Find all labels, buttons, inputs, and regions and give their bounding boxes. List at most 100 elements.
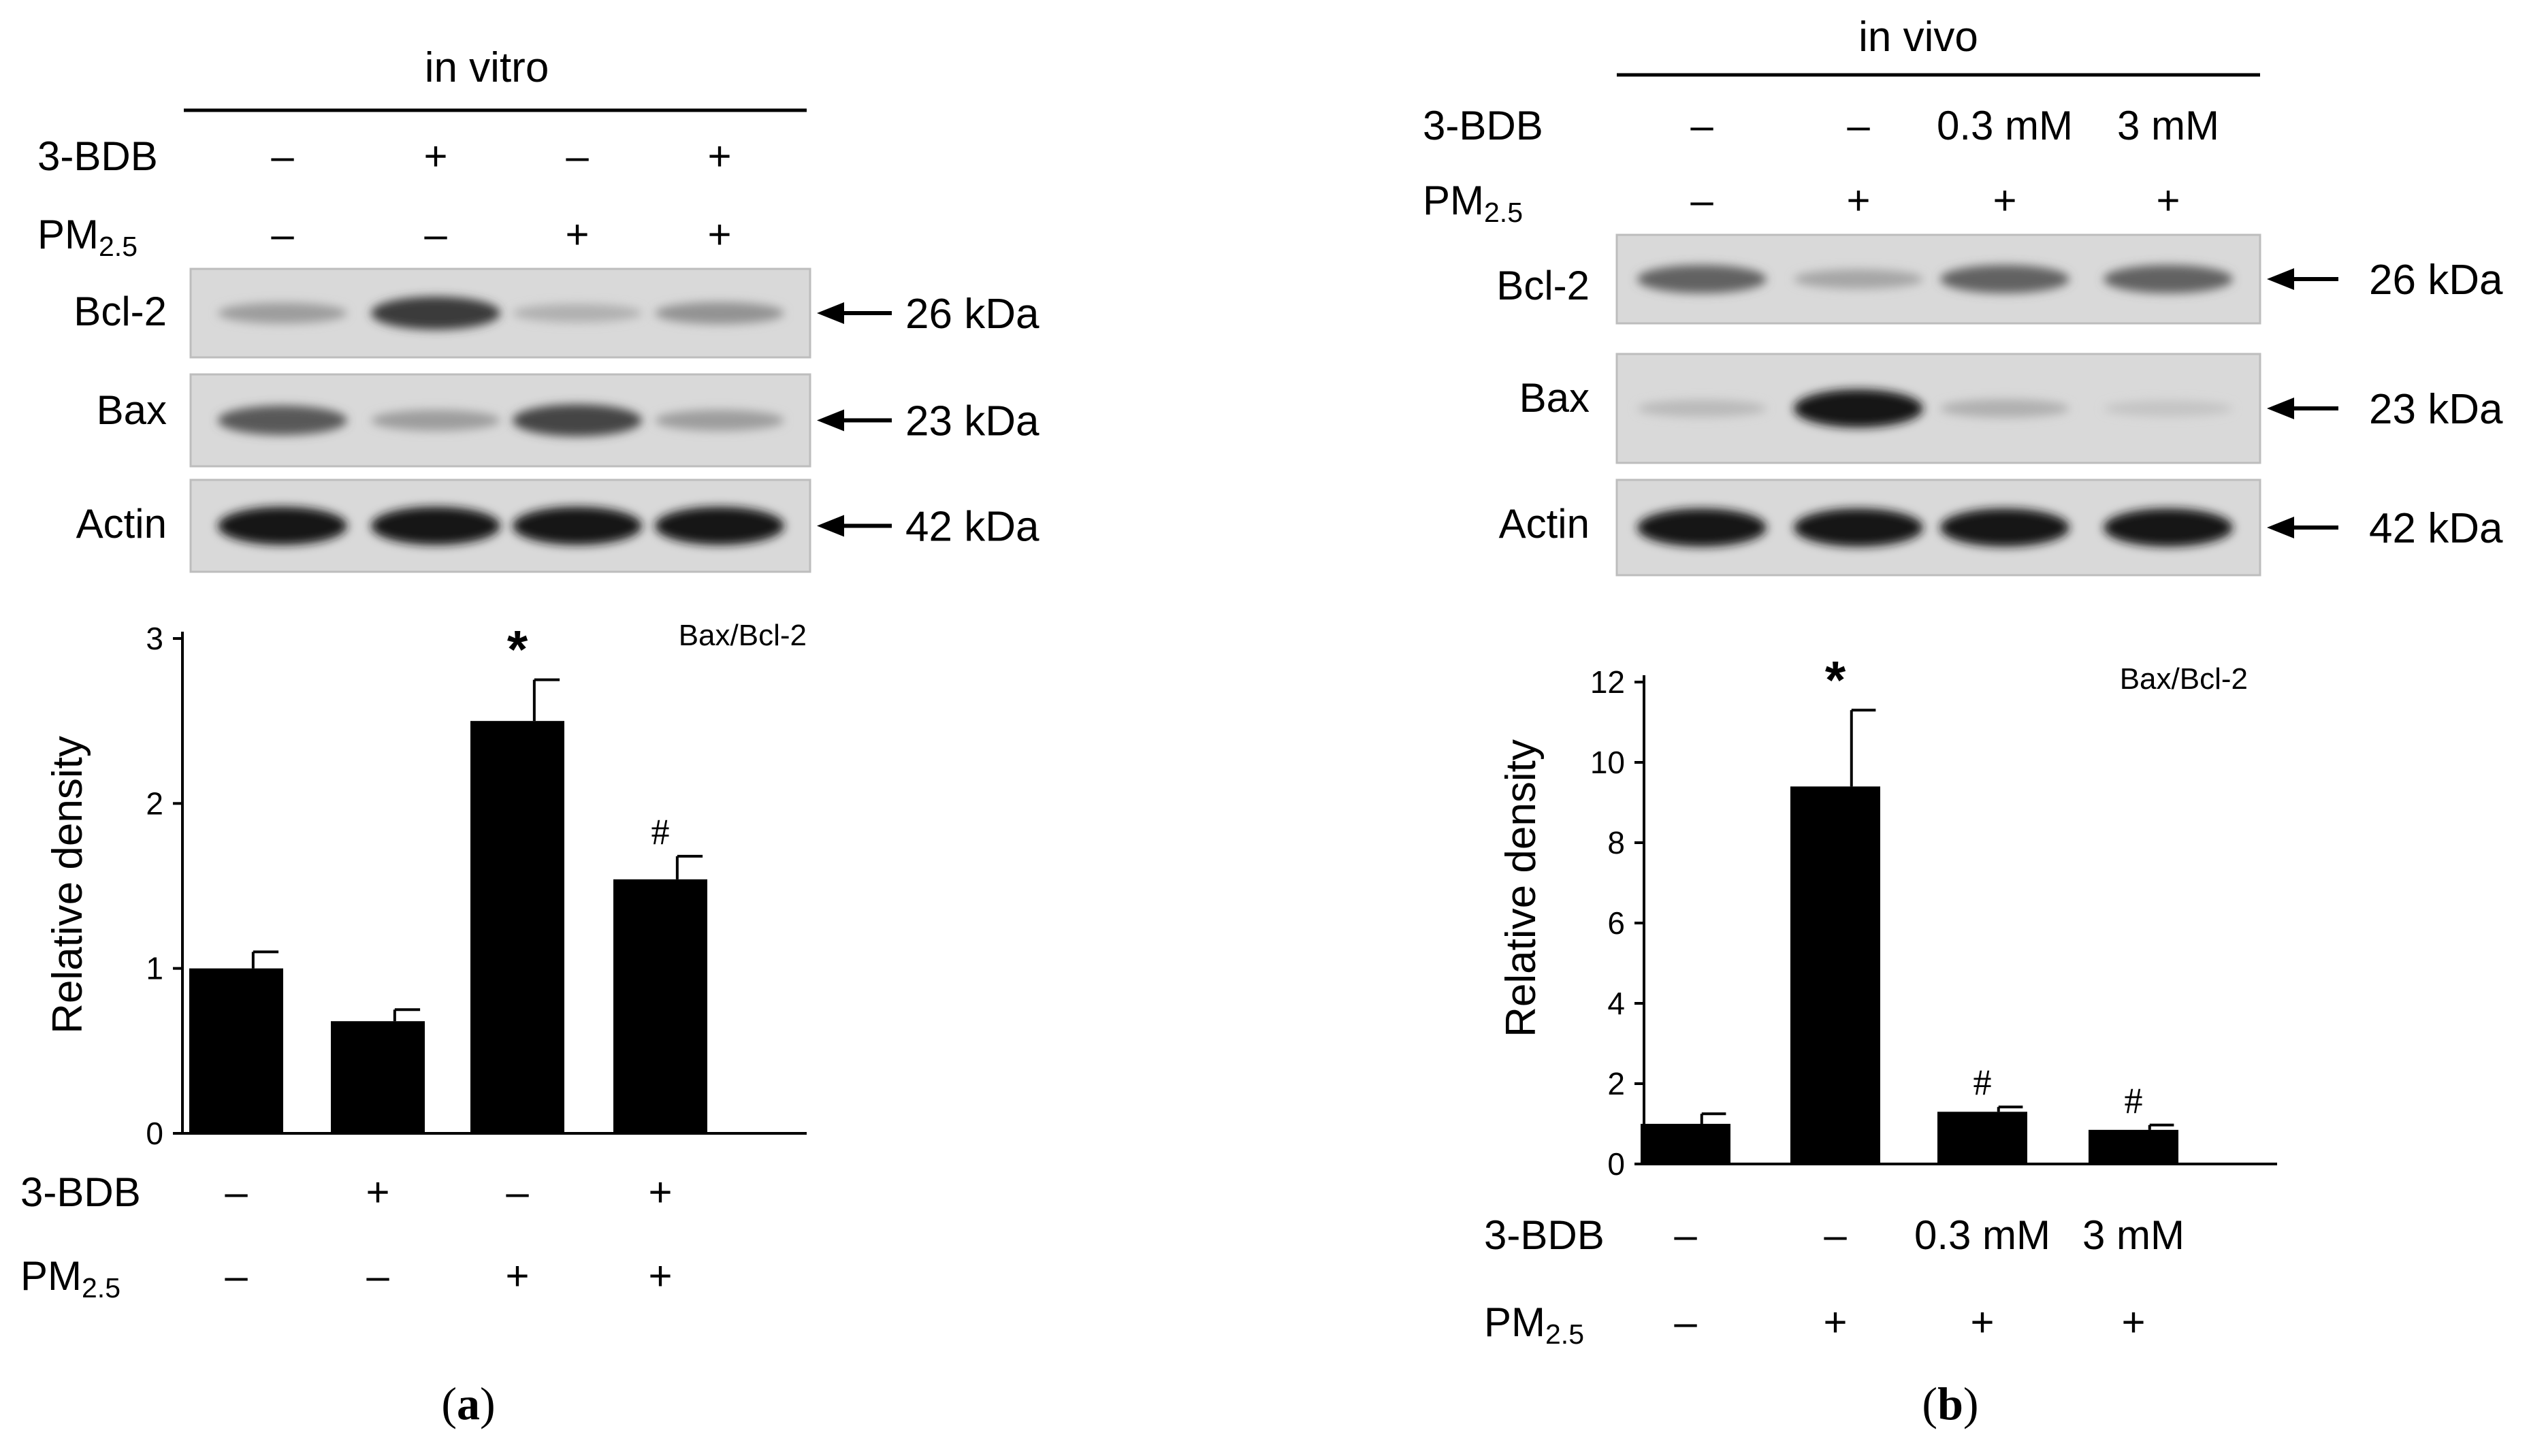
significance-mark: * bbox=[1825, 649, 1846, 709]
row-value: + bbox=[1993, 178, 2016, 223]
blot-band bbox=[1794, 508, 1923, 547]
blot-band bbox=[218, 302, 347, 324]
bar-chart-b: 0 2 4 6 8 10 12 Relative density Bax/Bcl-2 * # #3-B… bbox=[1484, 649, 2277, 1350]
row-value: – bbox=[566, 133, 589, 179]
blot-label: Actin bbox=[76, 501, 167, 547]
significance-mark: # bbox=[1973, 1062, 1992, 1103]
row-label-3bdb: 3-BDB bbox=[1423, 103, 1543, 148]
blot-band bbox=[218, 506, 347, 545]
x-row-value: + bbox=[505, 1253, 529, 1299]
bar bbox=[1790, 786, 1880, 1164]
x-row-value: – bbox=[366, 1253, 389, 1299]
bar bbox=[1937, 1112, 2027, 1164]
condition-label: in vitro bbox=[425, 44, 549, 91]
blot-band bbox=[371, 506, 500, 545]
blot-band bbox=[655, 410, 784, 431]
x-row-value: + bbox=[648, 1253, 672, 1299]
row-value: – bbox=[1847, 103, 1870, 148]
blot-label: Bax bbox=[97, 387, 167, 433]
blot-size-label: 42 kDa bbox=[905, 504, 1040, 551]
x-row-label-pm25: PM2.5 bbox=[20, 1253, 120, 1304]
x-row-value: + bbox=[1823, 1299, 1847, 1345]
bar bbox=[2089, 1129, 2178, 1164]
arrow-head bbox=[817, 515, 844, 537]
blot-bcl-2: Bcl-2 26 kDa bbox=[1496, 233, 2503, 325]
x-row-value: + bbox=[648, 1169, 672, 1215]
bar bbox=[189, 968, 283, 1133]
bar bbox=[613, 879, 707, 1133]
x-row-value: + bbox=[2121, 1299, 2145, 1345]
row-value: + bbox=[2156, 178, 2180, 223]
blot-band bbox=[218, 405, 347, 436]
row-label-3bdb: 3-BDB bbox=[37, 133, 158, 179]
y-axis-label: Relative density bbox=[1498, 739, 1545, 1037]
blot-bax: Bax 23 kDa bbox=[97, 373, 1040, 468]
row-value: + bbox=[565, 212, 589, 257]
bar bbox=[470, 721, 564, 1133]
blot-size-label: 23 kDa bbox=[905, 398, 1040, 445]
blot-label: Bax bbox=[1519, 375, 1590, 421]
blot-band bbox=[1794, 269, 1923, 289]
y-tick-label: 8 bbox=[1607, 825, 1625, 860]
x-row-label-3bdb: 3-BDB bbox=[1484, 1212, 1605, 1258]
blot-band bbox=[513, 506, 642, 545]
blot-band bbox=[1637, 400, 1767, 417]
arrow-head bbox=[2267, 268, 2294, 290]
blot-band bbox=[1794, 389, 1923, 427]
blot-label: Actin bbox=[1499, 501, 1590, 547]
panel-a: in vitro 3-BDB – + – + PM2.5 – – + + Bcl-2 26 kDa Bax… bbox=[20, 44, 1040, 1429]
blot-band bbox=[371, 410, 500, 431]
x-row-label-3bdb: 3-BDB bbox=[20, 1169, 141, 1215]
row-value: – bbox=[1690, 178, 1713, 223]
x-row-label-pm25: PM2.5 bbox=[1484, 1299, 1584, 1350]
blot-size-label: 23 kDa bbox=[2369, 386, 2503, 433]
blot-actin: Actin 42 kDa bbox=[1499, 479, 2503, 577]
blot-size-label: 26 kDa bbox=[905, 291, 1040, 338]
row-value: – bbox=[271, 212, 294, 257]
blot-band bbox=[1940, 508, 2069, 547]
significance-mark: # bbox=[2125, 1080, 2143, 1121]
y-tick-label: 12 bbox=[1590, 664, 1625, 700]
blot-band bbox=[2104, 508, 2233, 547]
x-row-value: + bbox=[366, 1169, 389, 1215]
row-label-pm25: PM2.5 bbox=[37, 212, 138, 262]
y-tick-label: 0 bbox=[1607, 1146, 1625, 1182]
blot-bax: Bax 23 kDa bbox=[1519, 353, 2503, 464]
y-tick-label: 10 bbox=[1590, 745, 1625, 780]
x-row-value: 3 mM bbox=[2082, 1212, 2185, 1258]
panel-caption: (a) bbox=[441, 1378, 495, 1429]
y-tick-label: 4 bbox=[1607, 986, 1625, 1021]
blot-band bbox=[1940, 399, 2069, 418]
blot-band bbox=[513, 404, 642, 436]
arrow-head bbox=[2267, 517, 2294, 538]
row-value: + bbox=[1846, 178, 1870, 223]
blot-size-label: 26 kDa bbox=[2369, 257, 2503, 304]
bar bbox=[1641, 1124, 1730, 1164]
x-row-value: – bbox=[225, 1253, 248, 1299]
blot-band bbox=[2104, 265, 2233, 293]
row-value: + bbox=[423, 133, 447, 179]
significance-mark: * bbox=[507, 619, 528, 679]
blot-band bbox=[513, 304, 642, 323]
x-row-value: – bbox=[225, 1169, 248, 1215]
blot-label: Bcl-2 bbox=[74, 289, 167, 334]
blot-band bbox=[1940, 265, 2069, 293]
blot-size-label: 42 kDa bbox=[2369, 505, 2503, 552]
row-value: + bbox=[707, 133, 731, 179]
panel-caption: (b) bbox=[1922, 1378, 1978, 1429]
y-tick-label: 6 bbox=[1607, 905, 1625, 941]
row-value: – bbox=[1690, 103, 1713, 148]
bar-chart-a: 0 1 2 3 Relative density Bax/Bcl-2 * #3-BDB – + – +… bbox=[20, 619, 807, 1304]
blot-band bbox=[1637, 508, 1767, 547]
x-row-value: – bbox=[506, 1169, 529, 1215]
x-row-value: – bbox=[1674, 1212, 1697, 1258]
x-row-value: + bbox=[1970, 1299, 1994, 1345]
blot-band bbox=[371, 296, 500, 330]
y-tick-label: 2 bbox=[146, 786, 163, 821]
significance-mark: # bbox=[651, 811, 670, 852]
arrow-head bbox=[2267, 398, 2294, 419]
row-value: – bbox=[424, 212, 447, 257]
row-value: 3 mM bbox=[2117, 103, 2219, 148]
